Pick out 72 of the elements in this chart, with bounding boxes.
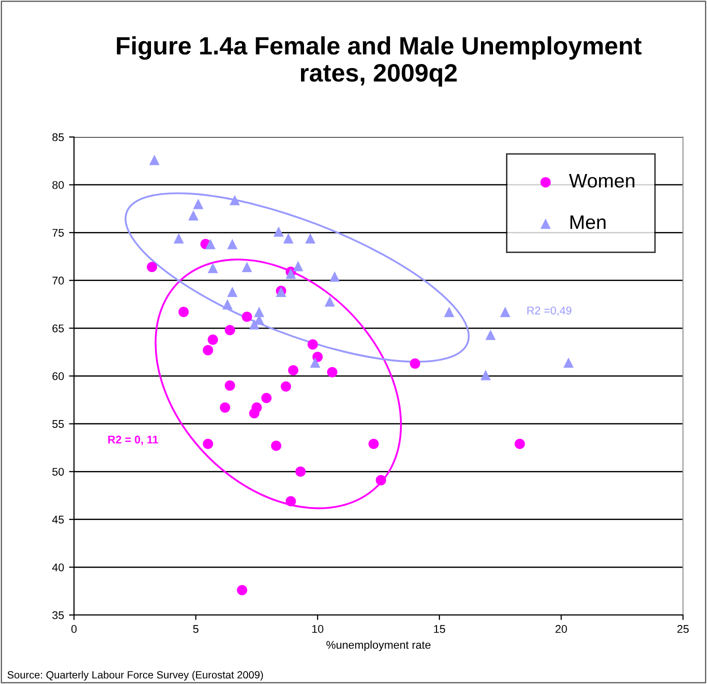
legend-label: Women — [569, 174, 634, 188]
y-tick-label: 35 — [52, 611, 64, 620]
point — [208, 334, 218, 345]
point — [271, 440, 282, 451]
point — [236, 584, 248, 596]
point — [485, 330, 496, 340]
y-tick-label: 50 — [52, 468, 64, 476]
y-tick-label: 40 — [52, 563, 64, 572]
point — [330, 271, 340, 282]
point — [514, 438, 525, 450]
y-tick-label: 60 — [52, 372, 64, 380]
point — [305, 233, 316, 244]
point — [500, 306, 510, 318]
point — [292, 260, 304, 272]
source-note: Source: Quarterly Labour Force Survey (Eurostat 2009) — [8, 670, 263, 681]
legend-label: Men — [570, 216, 606, 230]
point — [283, 233, 294, 244]
point — [242, 312, 252, 322]
point — [202, 438, 214, 450]
point — [205, 238, 216, 250]
y-tick-label: 45 — [52, 516, 64, 524]
point — [230, 194, 240, 206]
point — [376, 475, 386, 486]
x-tick-label: 15 — [434, 625, 446, 633]
point — [188, 210, 199, 221]
point — [174, 233, 184, 244]
point — [254, 306, 264, 318]
point — [208, 262, 218, 274]
point — [227, 238, 238, 250]
point — [249, 408, 260, 418]
point — [242, 262, 252, 272]
point — [308, 339, 318, 350]
point — [444, 306, 454, 318]
point — [227, 286, 238, 298]
point — [286, 496, 296, 506]
y-tick-label: 85 — [52, 133, 64, 142]
x-axis-title: %unemployment rate — [326, 640, 431, 651]
annotation: R2 =0,49 — [527, 306, 572, 316]
y-tick-label: 80 — [52, 181, 64, 189]
annotation: R2 = 0, 11 — [108, 436, 158, 446]
x-tick-label: 0 — [71, 625, 77, 633]
y-tick-label: 70 — [52, 276, 64, 285]
point — [480, 370, 491, 380]
point — [327, 367, 338, 378]
point — [220, 402, 230, 413]
point — [563, 357, 574, 368]
point — [261, 392, 272, 404]
y-tick-label: 65 — [52, 324, 64, 332]
point — [368, 438, 379, 450]
point — [324, 296, 335, 307]
point — [280, 381, 292, 392]
point — [202, 345, 214, 356]
point — [310, 357, 320, 368]
point — [193, 198, 204, 210]
point — [249, 319, 260, 330]
point — [146, 262, 158, 272]
point — [149, 154, 160, 166]
point — [224, 324, 236, 336]
point — [273, 226, 284, 237]
x-tick-label: 5 — [193, 625, 198, 633]
point — [295, 466, 306, 477]
chart-title: Figure 1.4a Female and Male Unemployment rates, 2009q2 — [116, 36, 642, 87]
point — [288, 365, 298, 376]
point — [222, 299, 233, 310]
point — [410, 358, 420, 369]
y-tick-label: 75 — [52, 228, 64, 237]
point — [224, 380, 236, 391]
x-tick-label: 25 — [677, 625, 689, 633]
y-tick-label: 55 — [52, 420, 64, 428]
x-tick-label: 10 — [312, 625, 324, 633]
x-tick-label: 20 — [556, 625, 567, 633]
point — [178, 306, 189, 318]
